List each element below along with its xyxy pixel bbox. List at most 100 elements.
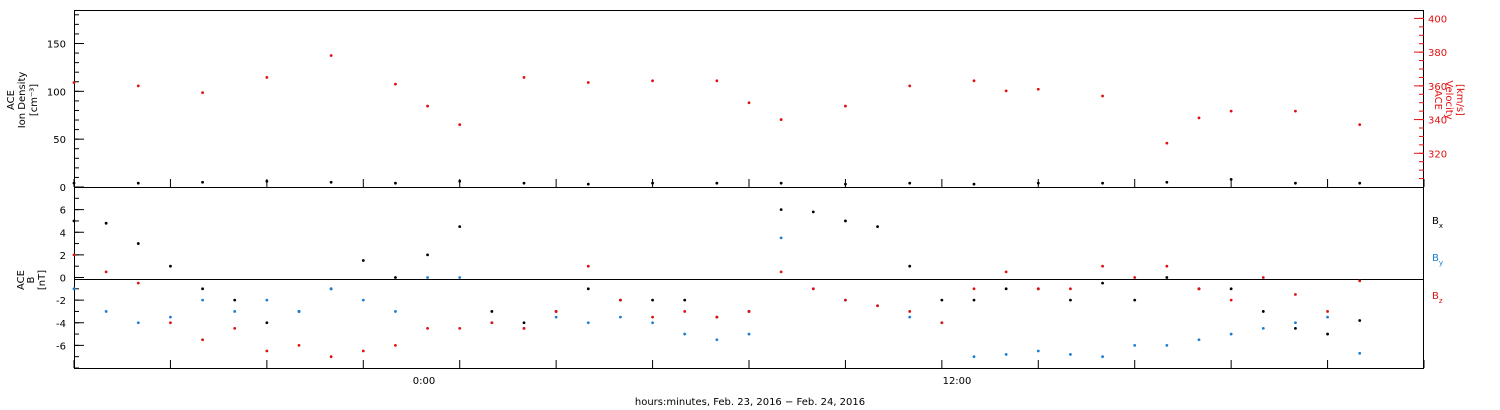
top-velocity-point-7 bbox=[458, 123, 462, 127]
bottom-b-y-point-38 bbox=[1294, 321, 1297, 325]
bottom-b-x-point-14 bbox=[522, 321, 526, 325]
bottom-b-z-point-8 bbox=[329, 355, 333, 359]
bottom-b-z-point-36 bbox=[1229, 298, 1233, 302]
top-velocity-point-1 bbox=[136, 84, 140, 88]
bottom-b-z-point-14 bbox=[522, 327, 526, 330]
top-ion-density-point-16 bbox=[1101, 181, 1104, 185]
bottom-b-y-point-37 bbox=[1261, 327, 1265, 330]
top-velocity-point-23 bbox=[1294, 109, 1297, 113]
top-ytick-label-2: 100 bbox=[47, 87, 66, 98]
top-right-ylabel-line-2: Velocity bbox=[1443, 80, 1454, 119]
bottom-b-z-point-17 bbox=[619, 298, 622, 302]
bottom-ylabel-line-3: [nT] bbox=[37, 270, 48, 290]
top-velocity-point-13 bbox=[779, 118, 783, 121]
bottom-ytick-label-5: 4 bbox=[60, 228, 66, 239]
top-panel-frame bbox=[74, 10, 1424, 188]
top-ion-density-point-1 bbox=[136, 181, 140, 185]
bottom-b-y-point-28 bbox=[972, 355, 976, 359]
bottom-b-y-point-1 bbox=[104, 310, 108, 313]
bottom-b-x-point-0 bbox=[72, 219, 76, 223]
bottom-ylabel-line-1: ACE bbox=[16, 270, 27, 290]
bottom-b-y-point-39 bbox=[1326, 315, 1329, 319]
bottom-b-y-point-3 bbox=[169, 315, 172, 319]
bottom-b-y-point-33 bbox=[1133, 343, 1137, 347]
top-ion-density-point-9 bbox=[651, 181, 654, 185]
bottom-b-x-point-2 bbox=[136, 242, 140, 245]
top-velocity-point-12 bbox=[747, 101, 751, 105]
top-ion-density-point-18 bbox=[1229, 177, 1233, 181]
bottom-b-y-point-21 bbox=[747, 332, 751, 336]
bottom-b-x-point-16 bbox=[586, 287, 590, 291]
bottom-b-x-point-22 bbox=[779, 208, 783, 212]
bottom-b-z-point-35 bbox=[1197, 287, 1201, 291]
bottom-b-x-point-6 bbox=[265, 321, 269, 325]
bottom-b-z-point-30 bbox=[1036, 287, 1040, 291]
bottom-b-x-point-10 bbox=[394, 276, 397, 279]
bottom-b-y-point-18 bbox=[651, 321, 654, 325]
xtick-label-1: 12:00 bbox=[943, 376, 972, 387]
bottom-b-y-point-19 bbox=[683, 332, 687, 336]
top-velocity-point-20 bbox=[1165, 141, 1169, 145]
bottom-b-y-point-31 bbox=[1069, 353, 1072, 356]
bottom-panel-frame bbox=[74, 187, 1424, 369]
bottom-ytick-label-4: 2 bbox=[60, 251, 66, 262]
top-velocity-point-22 bbox=[1229, 109, 1233, 113]
bottom-b-z-point-31 bbox=[1069, 287, 1072, 291]
top-ion-density-point-19 bbox=[1294, 181, 1297, 185]
bottom-b-y-point-26 bbox=[908, 315, 912, 319]
bottom-b-z-point-19 bbox=[683, 310, 687, 313]
bottom-b-x-point-37 bbox=[1261, 310, 1265, 313]
top-ion-density-point-6 bbox=[458, 179, 462, 183]
bottom-b-z-point-34 bbox=[1165, 264, 1169, 268]
top-right-ytick-label-0: 320 bbox=[1428, 149, 1447, 160]
top-velocity-point-16 bbox=[972, 79, 976, 83]
bottom-b-z-point-2 bbox=[136, 281, 140, 285]
bottom-b-z-point-37 bbox=[1261, 276, 1265, 279]
bottom-b-y-point-10 bbox=[394, 310, 397, 313]
top-right-ylabel-line-1: ACE bbox=[1432, 90, 1443, 110]
bottom-b-x-point-1 bbox=[104, 221, 108, 225]
top-velocity-point-14 bbox=[844, 104, 847, 108]
bottom-b-z-point-5 bbox=[233, 327, 237, 330]
top-velocity-point-3 bbox=[265, 76, 269, 79]
bottom-b-z-point-4 bbox=[201, 338, 204, 342]
top-velocity-point-6 bbox=[426, 104, 429, 108]
top-ion-density-point-13 bbox=[908, 181, 912, 185]
bottom-b-y-point-36 bbox=[1229, 332, 1233, 336]
bottom-b-y-point-12 bbox=[458, 276, 462, 279]
bottom-b-y-point-16 bbox=[586, 321, 590, 325]
top-velocity-point-5 bbox=[394, 82, 397, 86]
bottom-b-y-point-35 bbox=[1197, 338, 1201, 342]
bottom-b-y-point-20 bbox=[715, 338, 719, 342]
bottom-b-z-point-18 bbox=[651, 315, 654, 319]
legend-bz: Bz bbox=[1432, 291, 1443, 305]
bottom-b-x-point-34 bbox=[1165, 276, 1169, 279]
bottom-b-x-point-31 bbox=[1069, 298, 1072, 302]
top-velocity-point-24 bbox=[1358, 123, 1362, 127]
bottom-ytick-label-3: 0 bbox=[60, 274, 66, 285]
bottom-b-y-point-0 bbox=[72, 287, 76, 291]
top-ion-density-point-15 bbox=[1036, 181, 1040, 185]
bottom-ytick-label-6: 6 bbox=[60, 206, 66, 217]
top-ylabel-line-3: [cm⁻³] bbox=[29, 84, 40, 116]
bottom-b-z-point-27 bbox=[940, 321, 944, 325]
bottom-b-z-point-7 bbox=[297, 343, 301, 347]
bottom-b-z-point-9 bbox=[361, 349, 365, 353]
bottom-b-z-point-20 bbox=[715, 315, 719, 319]
bottom-b-x-point-39 bbox=[1326, 332, 1329, 336]
top-velocity-point-8 bbox=[522, 76, 526, 79]
bottom-ytick-label-2: -2 bbox=[56, 296, 66, 307]
bottom-b-z-point-1 bbox=[104, 270, 108, 274]
bottom-b-y-point-6 bbox=[265, 298, 269, 302]
top-ylabel-line-2: Ion Density bbox=[17, 72, 28, 129]
bottom-b-y-point-11 bbox=[426, 276, 429, 279]
axis-ticks: 0 50 100 150 320 340 360 380 400 -6 -4 -2 0 2 4 6 bbox=[47, 14, 1447, 369]
bottom-b-z-point-24 bbox=[844, 298, 847, 302]
bottom-b-y-point-34 bbox=[1165, 343, 1169, 347]
top-velocity-point-21 bbox=[1197, 116, 1201, 120]
bottom-b-z-point-21 bbox=[747, 310, 751, 313]
bottom-b-x-point-13 bbox=[490, 310, 494, 313]
top-ion-density-point-5 bbox=[394, 181, 397, 185]
bottom-b-z-point-22 bbox=[779, 270, 783, 274]
bottom-b-z-point-28 bbox=[972, 287, 976, 291]
